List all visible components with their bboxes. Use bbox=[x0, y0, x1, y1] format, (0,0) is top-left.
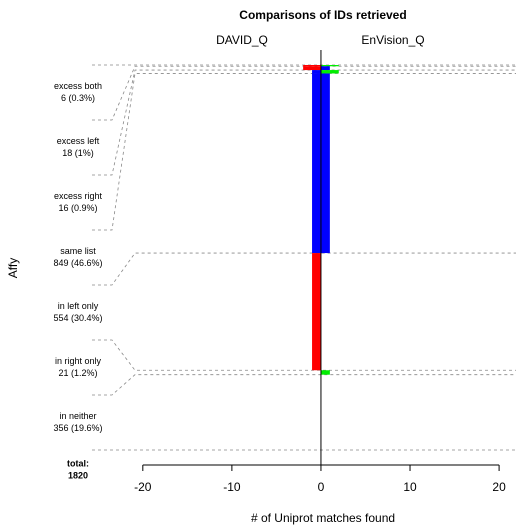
category-label: in right only bbox=[55, 356, 102, 366]
chart-title: Comparisons of IDs retrieved bbox=[239, 8, 406, 22]
x-tick-label: 10 bbox=[403, 480, 417, 494]
connector bbox=[92, 339, 516, 371]
left-bar bbox=[303, 65, 321, 67]
count-label: 18 (1%) bbox=[62, 148, 94, 158]
connector bbox=[92, 73, 516, 231]
category-label: excess left bbox=[57, 136, 100, 146]
total-value: 1820 bbox=[68, 470, 88, 480]
x-tick-label: -20 bbox=[134, 480, 152, 494]
left-bar bbox=[312, 73, 321, 254]
right-bar bbox=[320, 73, 330, 254]
count-label: 554 (30.4%) bbox=[53, 313, 102, 323]
left-bar bbox=[303, 66, 321, 71]
connector bbox=[92, 374, 516, 396]
category-label: same list bbox=[60, 246, 96, 256]
right-bar bbox=[320, 65, 339, 67]
total-label: total: bbox=[67, 458, 89, 468]
connector bbox=[92, 69, 516, 176]
x-tick-label: 20 bbox=[492, 480, 506, 494]
connector bbox=[92, 65, 516, 121]
count-label: 6 (0.3%) bbox=[61, 93, 95, 103]
left-label: DAVID_Q bbox=[216, 33, 268, 47]
x-tick-label: 0 bbox=[318, 480, 325, 494]
category-label: in left only bbox=[58, 301, 99, 311]
category-label: excess both bbox=[54, 81, 102, 91]
count-label: 849 (46.6%) bbox=[53, 258, 102, 268]
category-label: in neither bbox=[59, 411, 96, 421]
right-bar bbox=[320, 370, 330, 375]
right-label: EnVision_Q bbox=[361, 33, 424, 47]
y-axis-label: Affy bbox=[6, 258, 20, 278]
left-bar bbox=[312, 253, 321, 371]
x-tick-label: -10 bbox=[223, 480, 241, 494]
count-label: 21 (1.2%) bbox=[58, 368, 97, 378]
count-label: 16 (0.9%) bbox=[58, 203, 97, 213]
right-bar bbox=[320, 70, 339, 74]
count-label: 356 (19.6%) bbox=[53, 423, 102, 433]
left-bar bbox=[312, 70, 321, 74]
x-axis-label: # of Uniprot matches found bbox=[251, 511, 395, 525]
category-label: excess right bbox=[54, 191, 103, 201]
connector bbox=[92, 252, 516, 286]
right-bar bbox=[320, 66, 330, 71]
